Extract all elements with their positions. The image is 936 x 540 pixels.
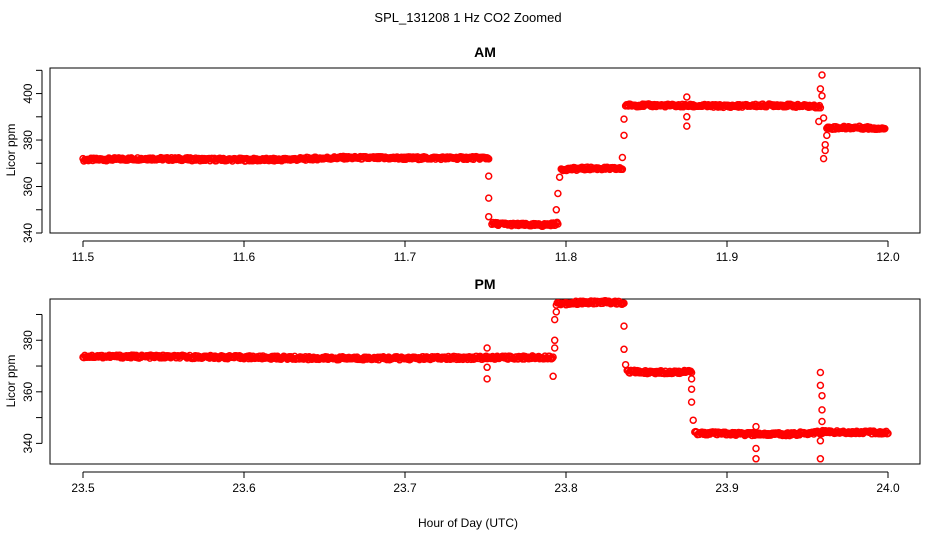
pm-outlier-point — [550, 344, 559, 352]
am-outlier-point — [552, 206, 561, 214]
am-outlier-point — [484, 172, 493, 180]
am-outlier-point — [620, 115, 628, 123]
am-y-tick-label: 340 — [21, 223, 35, 243]
x-axis-label: Hour of Day (UTC) — [418, 516, 518, 530]
pm-outlier-point — [552, 308, 561, 316]
pm-x-tick-label: 24.0 — [876, 481, 900, 495]
am-outlier-point — [821, 146, 829, 155]
pm-x-tick-label: 23.9 — [715, 481, 739, 495]
am-x-axis: 11.5 11.6 11.7 11.8 11.9 12.0 — [72, 240, 900, 264]
am-plot-frame — [49, 67, 921, 234]
pm-outlier-point — [816, 455, 825, 463]
pm-y-tick-label: 380 — [21, 330, 35, 350]
pm-outlier-point — [816, 368, 825, 377]
pm-outlier-point — [689, 416, 697, 424]
am-panel-title: AM — [474, 44, 496, 60]
pm-outlier-point — [818, 417, 826, 426]
am-x-tick-label: 11.5 — [72, 250, 95, 264]
pm-data-points — [79, 297, 892, 463]
pm-outlier-point — [550, 336, 559, 345]
pm-data-point — [620, 299, 628, 307]
pm-y-axis: 340 360 380 — [21, 313, 43, 453]
am-outlier-point — [815, 117, 823, 126]
am-y-tick-label: 380 — [21, 130, 35, 150]
am-outlier-point — [818, 71, 826, 79]
am-y-tick-label: 400 — [21, 83, 35, 103]
am-y-axis: 340 360 380 400 — [21, 69, 43, 243]
pm-y-axis-label: Licor ppm — [4, 355, 18, 408]
am-x-tick-label: 11.6 — [233, 250, 256, 264]
am-data-points — [79, 71, 889, 230]
pm-plot-frame — [49, 298, 921, 465]
am-y-axis-label: Licor ppm — [4, 124, 18, 177]
pm-outlier-point — [620, 322, 628, 330]
pm-x-tick-label: 23.6 — [232, 481, 256, 495]
pm-outlier-point — [550, 315, 559, 324]
pm-outlier-point — [687, 375, 696, 383]
am-x-tick-label: 11.8 — [555, 250, 578, 264]
pm-y-tick-label: 340 — [21, 433, 35, 453]
am-data-point — [618, 165, 627, 174]
pm-x-axis: 23.5 23.6 23.7 23.8 23.9 24.0 — [71, 471, 900, 495]
am-y-tick-label: 360 — [21, 176, 35, 196]
pm-x-tick-label: 23.7 — [393, 481, 417, 495]
pm-outlier-point — [549, 372, 557, 381]
am-outlier-point — [819, 154, 828, 163]
am-outlier-point — [555, 173, 564, 181]
am-outlier-point — [823, 131, 831, 140]
pm-outlier-point — [687, 385, 696, 393]
pm-x-tick-label: 23.5 — [71, 481, 95, 495]
pm-data-point — [549, 353, 557, 361]
am-x-tick-label: 11.9 — [716, 250, 739, 264]
pm-outlier-point — [687, 398, 696, 406]
am-outlier-point — [816, 85, 825, 93]
am-outlier-point — [683, 113, 691, 121]
am-panel: AM Licor ppm 11.5 11.6 11.7 11.8 11.9 12.0 34… — [4, 44, 921, 264]
am-data-point — [881, 124, 889, 133]
pm-outlier-point — [752, 422, 760, 431]
pm-outlier-point — [752, 455, 760, 463]
am-outlier-point — [484, 212, 493, 221]
am-outlier-point — [683, 122, 691, 130]
am-outlier-point — [484, 194, 493, 202]
pm-y-tick-label: 360 — [21, 381, 35, 401]
am-outlier-point — [618, 153, 627, 162]
am-data-point — [816, 104, 825, 112]
am-x-tick-label: 11.7 — [394, 250, 417, 264]
pm-outlier-point — [620, 345, 628, 354]
pm-outlier-point — [621, 360, 630, 369]
pm-data-point — [884, 429, 892, 438]
am-x-tick-label: 12.0 — [876, 250, 900, 264]
pm-panel: PM Licor ppm 23.5 23.6 23.7 23.8 23.9 24.0 34… — [4, 276, 921, 495]
am-data-point — [554, 220, 562, 228]
pm-outlier-point — [816, 437, 825, 445]
am-outlier-point — [818, 92, 826, 100]
am-outlier-point — [683, 93, 691, 101]
pm-outlier-point — [483, 344, 491, 352]
pm-outlier-point — [483, 375, 491, 383]
pm-x-tick-label: 23.8 — [554, 481, 578, 495]
am-data-point — [484, 155, 493, 163]
pm-panel-title: PM — [475, 276, 496, 292]
am-outlier-point — [819, 114, 828, 122]
figure-title: SPL_131208 1 Hz CO2 Zoomed — [374, 10, 561, 25]
pm-outlier-point — [818, 391, 826, 400]
am-outlier-point — [620, 131, 628, 140]
pm-outlier-point — [752, 444, 760, 453]
pm-outlier-point — [818, 406, 826, 414]
am-outlier-point — [554, 189, 562, 198]
pm-outlier-point — [483, 363, 491, 372]
pm-outlier-point — [816, 381, 825, 390]
